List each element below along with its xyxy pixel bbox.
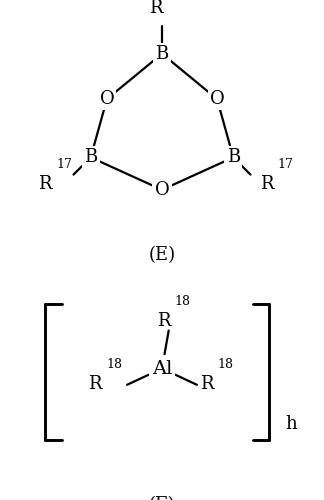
Text: O: O: [99, 90, 114, 108]
Text: B: B: [227, 148, 240, 166]
Text: (E): (E): [148, 246, 176, 264]
Text: B: B: [84, 148, 97, 166]
Text: 18: 18: [218, 358, 234, 372]
Text: O: O: [155, 181, 169, 199]
Text: 18: 18: [106, 358, 122, 372]
Text: R: R: [38, 175, 52, 193]
Text: 17: 17: [278, 158, 294, 171]
Text: 18: 18: [175, 294, 191, 308]
Text: Al: Al: [152, 360, 172, 378]
Text: (F): (F): [149, 496, 175, 500]
Text: R: R: [157, 312, 170, 330]
Text: h: h: [285, 414, 297, 432]
Text: R: R: [88, 376, 102, 394]
Text: R: R: [200, 376, 214, 394]
Text: O: O: [210, 90, 225, 108]
Text: 17: 17: [56, 158, 72, 171]
Text: R: R: [260, 175, 273, 193]
Text: R: R: [149, 0, 163, 18]
Text: B: B: [156, 44, 168, 62]
